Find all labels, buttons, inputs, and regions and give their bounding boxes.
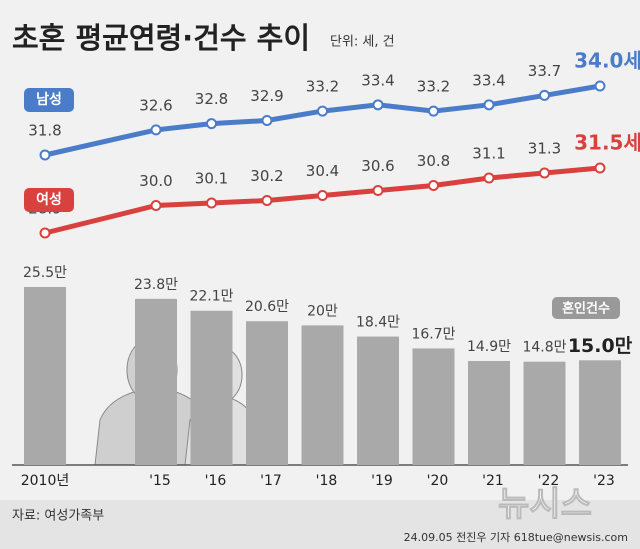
value-label: 30.4	[306, 162, 339, 180]
legend-label: 혼인건수	[562, 301, 610, 317]
value-label: 33.7	[528, 62, 561, 80]
value-label: 31.3	[528, 140, 561, 158]
value-label: 31.8	[28, 122, 61, 140]
value-label: 33.2	[417, 78, 450, 96]
point	[261, 195, 273, 206]
bar	[301, 325, 344, 465]
watermark: 뉴시스	[498, 485, 592, 525]
point	[372, 99, 384, 111]
x-tick-label: '18	[316, 473, 338, 489]
bar-value-label: 14.9만	[467, 339, 511, 355]
bar	[412, 348, 455, 465]
bar-value-label: 22.1만	[189, 289, 233, 305]
x-tick-label: '21	[482, 473, 504, 489]
value-label: 30.0	[139, 172, 172, 190]
bar-value-label: 20만	[307, 303, 338, 319]
bar	[468, 360, 510, 465]
point	[483, 99, 495, 111]
value-label: 32.9	[250, 87, 283, 105]
value-label: 33.4	[361, 71, 394, 89]
legend-tag	[24, 88, 74, 112]
point	[39, 227, 51, 239]
value-label: 34.0세	[574, 49, 640, 73]
value-label: 30.1	[195, 170, 228, 188]
point	[483, 172, 495, 184]
point	[539, 167, 550, 179]
point	[539, 89, 550, 101]
x-tick-label: '22	[538, 473, 560, 489]
credit: 24.09.05 전진우 기자 618tue@newsis.com	[404, 531, 628, 544]
value-label: 33.2	[306, 78, 339, 96]
value-label: 32.6	[139, 96, 172, 114]
legend-tag	[24, 188, 74, 212]
legend-label: 여성	[36, 191, 62, 208]
point	[206, 197, 217, 209]
bar	[357, 336, 399, 465]
value-label: 33.4	[472, 71, 505, 89]
bar-value-label: 20.6만	[245, 299, 289, 315]
footer-band	[0, 500, 640, 549]
value-label: 31.1	[472, 145, 505, 163]
bar-value-label: 23.8만	[134, 277, 178, 293]
x-tick-label: '20	[427, 473, 449, 489]
point	[39, 149, 51, 161]
value-label: 32.8	[195, 90, 228, 108]
x-tick-label: '16	[205, 473, 227, 489]
bar	[579, 360, 621, 465]
value-label: 31.5세	[574, 131, 640, 155]
bar-value-label: 14.8만	[522, 340, 566, 356]
point	[372, 185, 384, 196]
x-tick-label: '15	[149, 473, 171, 489]
value-label: 30.8	[417, 152, 450, 170]
bar-value-label: 25.5만	[23, 265, 67, 281]
value-label: 30.2	[250, 167, 283, 185]
point	[317, 190, 328, 201]
point	[594, 162, 606, 174]
bar	[135, 298, 177, 465]
point	[261, 115, 273, 126]
source: 자료: 여성가족부	[12, 509, 104, 524]
bar	[246, 321, 288, 465]
point	[317, 105, 328, 117]
bar	[24, 287, 66, 465]
point	[428, 180, 439, 191]
bar	[523, 361, 566, 465]
x-tick-label: 2010년	[21, 473, 70, 489]
x-tick-label: '19	[371, 473, 393, 489]
x-tick-label: '17	[260, 473, 282, 489]
bar-value-label: 16.7만	[411, 326, 455, 342]
x-tick-label: '23	[593, 473, 615, 489]
value-label: 30.6	[361, 157, 394, 175]
legend-tag	[552, 297, 620, 319]
point	[150, 124, 162, 136]
point	[428, 105, 439, 117]
chart-subtitle: 단위: 세, 건	[330, 35, 395, 50]
point	[206, 118, 217, 130]
bar-value-label: 15.0만	[568, 335, 633, 357]
line	[44, 83, 601, 158]
line	[44, 165, 601, 236]
chart-title: 초혼 평균연령·건수 추이	[12, 21, 310, 55]
bar	[190, 310, 233, 465]
point	[150, 200, 162, 211]
legend-label: 남성	[36, 91, 62, 108]
bar-value-label: 18.4만	[356, 315, 400, 331]
point	[594, 80, 606, 92]
